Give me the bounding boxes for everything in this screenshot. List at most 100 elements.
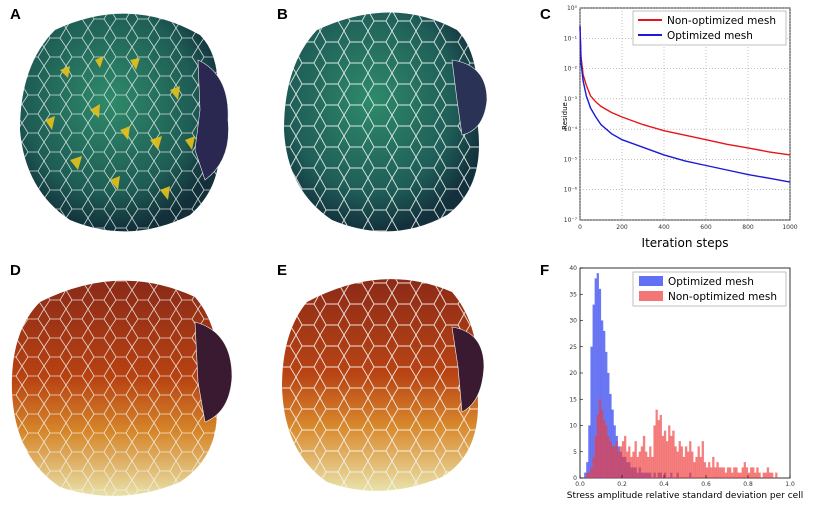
mesh-image-d-non-optimized-red [11, 280, 233, 496]
hist-bar-non-optimized [766, 467, 770, 479]
hist-bar-non-optimized [695, 456, 698, 479]
hist-bar-non-optimized [655, 409, 658, 479]
hist-bar-non-optimized [611, 446, 614, 479]
hist-bar-non-optimized [676, 451, 679, 479]
hist-bar-non-optimized [697, 446, 700, 479]
hist-bar-non-optimized [701, 441, 705, 479]
hist-bar-optimized [592, 304, 595, 479]
hist-bar-non-optimized [586, 472, 589, 479]
hist-bar-non-optimized [710, 467, 713, 479]
hist-bar-non-optimized [674, 446, 677, 479]
hist-bar-non-optimized [741, 467, 744, 479]
x-axis-label-f: Stress amplitude relative standard devia… [567, 491, 803, 501]
hist-bar-non-optimized [632, 451, 635, 479]
series-line-non-optimized [579, 26, 791, 156]
hist-bar-non-optimized [590, 467, 593, 479]
x-tick-f-0.8: 0.8 [743, 481, 753, 488]
hist-bar-non-optimized [600, 409, 604, 479]
hist-bar-non-optimized [592, 456, 595, 479]
panel-label-e: E [277, 262, 288, 279]
hist-bar-non-optimized [644, 451, 648, 479]
hist-bar-non-optimized [661, 435, 665, 479]
y-tick-c-3: 10⁻³ [564, 96, 578, 103]
hist-bar-non-optimized [596, 414, 599, 479]
y-tick-c-0: 10⁰ [567, 5, 578, 12]
legend-swatch-optimized [639, 276, 663, 286]
hist-bar-non-optimized [594, 435, 597, 479]
hist-bar-non-optimized [733, 467, 736, 479]
hist-bar-non-optimized [653, 425, 656, 479]
y-tick-c-2: 10⁻² [564, 66, 578, 73]
hist-bar-non-optimized [668, 425, 671, 479]
panel-label-d: D [10, 262, 21, 279]
hist-bar-optimized [588, 425, 591, 479]
hist-bar-non-optimized [626, 451, 629, 479]
legend-label-optimized: Optimized mesh [668, 276, 754, 288]
hist-bar-non-optimized [747, 472, 751, 479]
hist-bar-non-optimized [619, 446, 623, 479]
hist-bar-non-optimized [640, 446, 644, 479]
hist-bar-non-optimized [682, 456, 686, 479]
hist-bar-optimized [584, 472, 587, 479]
hist-bar-non-optimized [615, 441, 618, 479]
hist-bar-non-optimized [691, 451, 694, 479]
hist-bar-non-optimized [642, 435, 646, 479]
x-tick-c-600: 600 [700, 224, 712, 231]
y-tick-f-5: 5 [573, 449, 577, 456]
x-tick-c-400: 400 [658, 224, 670, 231]
x-tick-f-1.0: 1.0 [785, 481, 795, 488]
panel-label-f: F [540, 262, 550, 279]
panel-label-c: C [540, 6, 551, 23]
series-line-optimized [579, 26, 791, 183]
hist-bar-non-optimized [722, 467, 726, 479]
hist-bar-non-optimized [684, 446, 688, 479]
x-tick-f-0.2: 0.2 [617, 481, 627, 488]
hist-bar-non-optimized [705, 467, 709, 479]
hist-bar-non-optimized [716, 462, 719, 479]
chart-f-histogram: 0.0 0.2 0.4 0.6 0.8 1.0 0 5 10 15 20 25 30 35 40 Stres… [567, 265, 803, 501]
mesh-image-a-non-optimized-green [20, 13, 229, 232]
y-tick-c-5: 10⁻⁵ [564, 156, 578, 163]
y-tick-f-20: 20 [569, 370, 577, 377]
hist-bar-non-optimized [735, 467, 738, 479]
hist-bar-non-optimized [750, 467, 753, 479]
hist-bar-non-optimized [678, 441, 681, 479]
hist-bar-non-optimized [758, 472, 761, 479]
hist-bar-non-optimized [602, 420, 606, 479]
hist-bar-non-optimized [689, 441, 692, 479]
y-tick-f-40: 40 [569, 265, 577, 272]
x-tick-f-0.6: 0.6 [701, 481, 711, 488]
hist-bar-non-optimized [617, 451, 621, 479]
mesh-image-e-optimized-red [282, 279, 485, 491]
hist-bar-non-optimized [634, 441, 637, 479]
hist-bar-non-optimized [605, 425, 608, 479]
legend-f: Optimized mesh Non-optimized mesh [632, 271, 787, 307]
hist-bar-non-optimized [647, 456, 650, 479]
hist-bar-non-optimized [588, 472, 591, 479]
hist-bar-non-optimized [762, 472, 765, 479]
hist-bar-non-optimized [754, 472, 757, 479]
hist-bar-non-optimized [712, 456, 715, 479]
hist-bar-non-optimized [764, 472, 768, 479]
hist-bar-non-optimized [628, 446, 631, 479]
hist-bar-non-optimized [687, 451, 690, 479]
legend-swatch-non-optimized [639, 291, 663, 301]
hist-bar-non-optimized [724, 472, 728, 479]
y-tick-f-25: 25 [569, 344, 577, 351]
y-tick-c-6: 10⁻⁶ [564, 187, 578, 194]
hist-bar-non-optimized [693, 462, 696, 479]
y-tick-c-1: 10⁻¹ [564, 35, 578, 42]
panel-label-b: B [277, 6, 288, 23]
y-tick-c-4: 10⁻⁴ [564, 126, 578, 133]
y-tick-f-0: 0 [573, 475, 577, 482]
panel-label-a: A [10, 6, 21, 23]
hist-bar-non-optimized [714, 467, 717, 479]
x-tick-c-0: 0 [578, 224, 582, 231]
hist-bar-optimized [590, 346, 593, 479]
hist-bar-non-optimized [680, 446, 684, 479]
y-axis-label-c: Residue [561, 102, 569, 130]
y-tick-f-35: 35 [569, 291, 577, 298]
hist-bar-non-optimized [739, 472, 742, 479]
x-tick-c-1000: 1000 [782, 224, 797, 231]
hist-bar-non-optimized [729, 467, 732, 479]
